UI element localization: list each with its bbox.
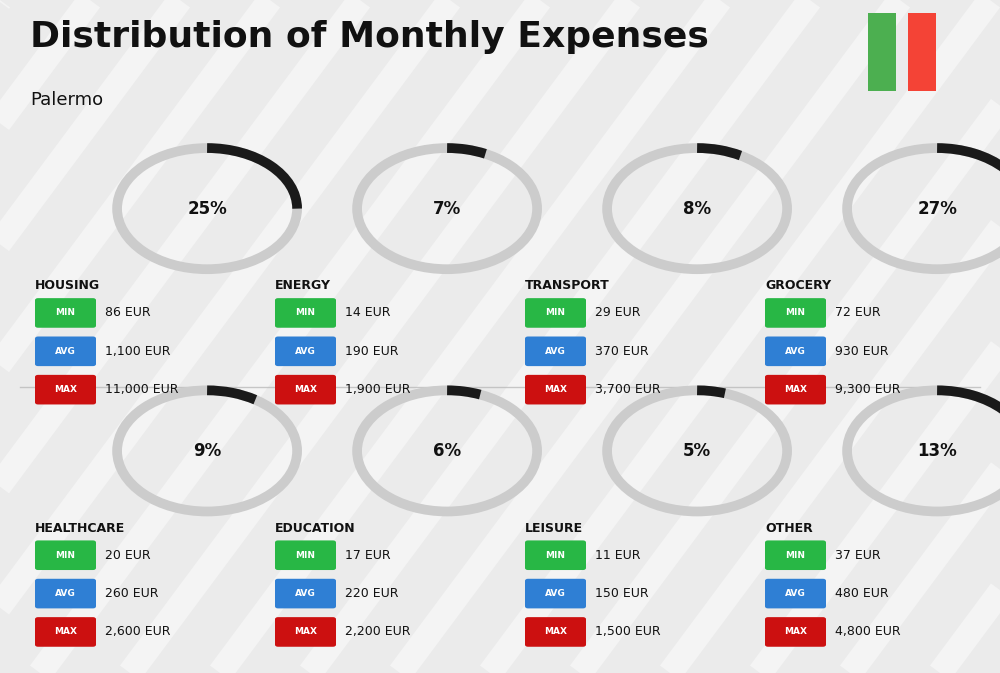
Text: MIN: MIN (56, 308, 76, 318)
Text: 27%: 27% (917, 200, 957, 217)
Text: 1,900 EUR: 1,900 EUR (345, 383, 411, 396)
Text: 5%: 5% (683, 442, 711, 460)
Text: 3,700 EUR: 3,700 EUR (595, 383, 661, 396)
Text: AVG: AVG (785, 589, 806, 598)
Text: AVG: AVG (295, 347, 316, 356)
FancyBboxPatch shape (275, 336, 336, 366)
Text: 25%: 25% (187, 200, 227, 217)
Text: MIN: MIN (786, 308, 806, 318)
FancyBboxPatch shape (35, 579, 96, 608)
Text: AVG: AVG (785, 347, 806, 356)
Text: 86 EUR: 86 EUR (105, 306, 151, 320)
Text: MIN: MIN (296, 308, 316, 318)
FancyBboxPatch shape (525, 298, 586, 328)
FancyBboxPatch shape (35, 298, 96, 328)
Text: AVG: AVG (55, 347, 76, 356)
Text: MIN: MIN (296, 551, 316, 560)
Text: AVG: AVG (295, 589, 316, 598)
Text: 1,100 EUR: 1,100 EUR (105, 345, 170, 358)
FancyBboxPatch shape (35, 375, 96, 404)
FancyBboxPatch shape (525, 336, 586, 366)
Text: 72 EUR: 72 EUR (835, 306, 881, 320)
Text: 220 EUR: 220 EUR (345, 587, 399, 600)
Text: MIN: MIN (546, 308, 566, 318)
FancyBboxPatch shape (765, 336, 826, 366)
Text: 8%: 8% (683, 200, 711, 217)
Text: 260 EUR: 260 EUR (105, 587, 158, 600)
Text: EDUCATION: EDUCATION (275, 522, 356, 534)
Text: ENERGY: ENERGY (275, 279, 331, 292)
Text: 1,500 EUR: 1,500 EUR (595, 625, 661, 639)
Text: 7%: 7% (433, 200, 461, 217)
FancyBboxPatch shape (868, 13, 896, 91)
Text: AVG: AVG (545, 347, 566, 356)
Text: MAX: MAX (544, 627, 567, 637)
Text: 370 EUR: 370 EUR (595, 345, 649, 358)
Text: LEISURE: LEISURE (525, 522, 583, 534)
Text: OTHER: OTHER (765, 522, 813, 534)
Text: 9,300 EUR: 9,300 EUR (835, 383, 901, 396)
Text: 930 EUR: 930 EUR (835, 345, 889, 358)
Text: GROCERY: GROCERY (765, 279, 831, 292)
FancyBboxPatch shape (35, 336, 96, 366)
Text: 4,800 EUR: 4,800 EUR (835, 625, 901, 639)
Text: 29 EUR: 29 EUR (595, 306, 641, 320)
FancyBboxPatch shape (275, 579, 336, 608)
FancyBboxPatch shape (765, 298, 826, 328)
FancyBboxPatch shape (275, 540, 336, 570)
Text: Palermo: Palermo (30, 91, 103, 109)
Text: Distribution of Monthly Expenses: Distribution of Monthly Expenses (30, 20, 709, 55)
Text: AVG: AVG (55, 589, 76, 598)
Text: 190 EUR: 190 EUR (345, 345, 399, 358)
FancyBboxPatch shape (765, 579, 826, 608)
Text: MIN: MIN (546, 551, 566, 560)
Text: 11 EUR: 11 EUR (595, 548, 641, 562)
FancyBboxPatch shape (275, 375, 336, 404)
Text: 480 EUR: 480 EUR (835, 587, 889, 600)
Text: MAX: MAX (544, 385, 567, 394)
FancyBboxPatch shape (525, 617, 586, 647)
Text: HOUSING: HOUSING (35, 279, 100, 292)
FancyBboxPatch shape (525, 540, 586, 570)
FancyBboxPatch shape (275, 298, 336, 328)
Text: 2,600 EUR: 2,600 EUR (105, 625, 170, 639)
Text: MAX: MAX (784, 385, 807, 394)
Text: MAX: MAX (294, 627, 317, 637)
Text: MIN: MIN (56, 551, 76, 560)
Text: HEALTHCARE: HEALTHCARE (35, 522, 125, 534)
FancyBboxPatch shape (35, 617, 96, 647)
FancyBboxPatch shape (525, 579, 586, 608)
Text: 9%: 9% (193, 442, 221, 460)
Text: MAX: MAX (54, 385, 77, 394)
Text: 17 EUR: 17 EUR (345, 548, 391, 562)
Text: MAX: MAX (54, 627, 77, 637)
Text: AVG: AVG (545, 589, 566, 598)
Text: 14 EUR: 14 EUR (345, 306, 391, 320)
FancyBboxPatch shape (35, 540, 96, 570)
FancyBboxPatch shape (765, 617, 826, 647)
FancyBboxPatch shape (765, 375, 826, 404)
Text: 6%: 6% (433, 442, 461, 460)
Text: TRANSPORT: TRANSPORT (525, 279, 610, 292)
Text: MAX: MAX (784, 627, 807, 637)
Text: 150 EUR: 150 EUR (595, 587, 649, 600)
Text: 20 EUR: 20 EUR (105, 548, 151, 562)
Text: MIN: MIN (786, 551, 806, 560)
Text: MAX: MAX (294, 385, 317, 394)
FancyBboxPatch shape (525, 375, 586, 404)
Text: 2,200 EUR: 2,200 EUR (345, 625, 411, 639)
FancyBboxPatch shape (275, 617, 336, 647)
FancyBboxPatch shape (765, 540, 826, 570)
FancyBboxPatch shape (908, 13, 936, 91)
Text: 13%: 13% (917, 442, 957, 460)
Text: 11,000 EUR: 11,000 EUR (105, 383, 178, 396)
Text: 37 EUR: 37 EUR (835, 548, 881, 562)
